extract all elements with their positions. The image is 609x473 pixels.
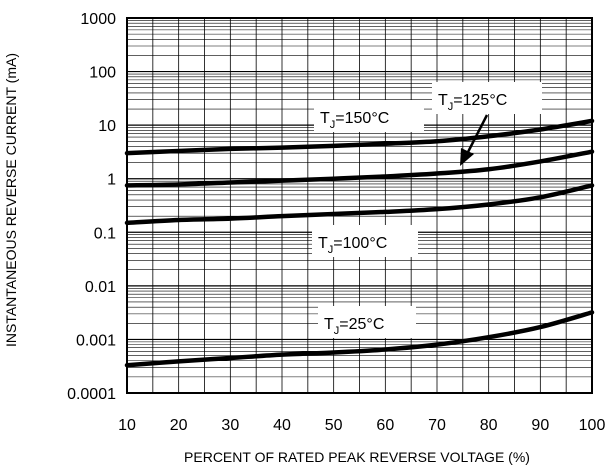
curve-label-text: TJ=125°C [438,92,507,113]
curve-label-2: TJ=100°C [312,225,418,257]
curve-label-text: TJ=100°C [318,235,387,256]
x-tick-label: 100 [579,417,606,434]
curve-label-bg [312,225,418,257]
x-tick-label: 60 [376,417,394,434]
x-tick-label: 20 [170,417,188,434]
plot-frame [126,17,593,394]
x-axis-label: PERCENT OF RATED PEAK REVERSE VOLTAGE (%… [184,449,530,465]
y-tick-label: 0.1 [94,225,116,242]
x-tick-label: 70 [428,417,446,434]
arrow-shaft [465,114,489,155]
y-tick-label: 0.001 [76,332,116,349]
curve-labels: TJ=150°C TJ=125°C TJ=100°C TJ=25°C [312,82,542,338]
y-tick-label: 1 [107,172,116,189]
series-line-0 [124,118,595,156]
curve-label-1: TJ=125°C [432,82,542,114]
series-line-1 [124,149,595,188]
curve-label-text: TJ=150°C [320,110,389,131]
y-axis-label: INSTANTANEOUS REVERSE CURRENT (mA) [3,53,19,347]
x-tick-label: 40 [273,417,291,434]
curve-label-3: TJ=25°C [318,306,416,338]
curve-label-text: TJ=25°C [324,316,384,337]
y-tick-label: 0.01 [85,279,116,296]
x-tick-label: 50 [325,417,343,434]
series-line-3 [124,310,595,368]
curve-label-bg [314,100,424,132]
y-tick-label: 100 [89,65,116,82]
label-arrow [460,114,489,166]
curve-label-bg [318,306,416,338]
x-tick-label: 10 [118,417,136,434]
series-line-2 [124,183,595,226]
x-tick-label: 30 [221,417,239,434]
x-tick-label: 80 [480,417,498,434]
curve-label-bg [432,82,542,114]
x-tick-label: 90 [531,417,549,434]
y-tick-label: 10 [98,118,116,135]
curve-label-0: TJ=150°C [314,100,424,132]
y-tick-label: 0.0001 [67,386,116,403]
series-curves [124,118,595,368]
arrow-head [460,148,474,166]
y-tick-label: 1000 [80,11,116,28]
